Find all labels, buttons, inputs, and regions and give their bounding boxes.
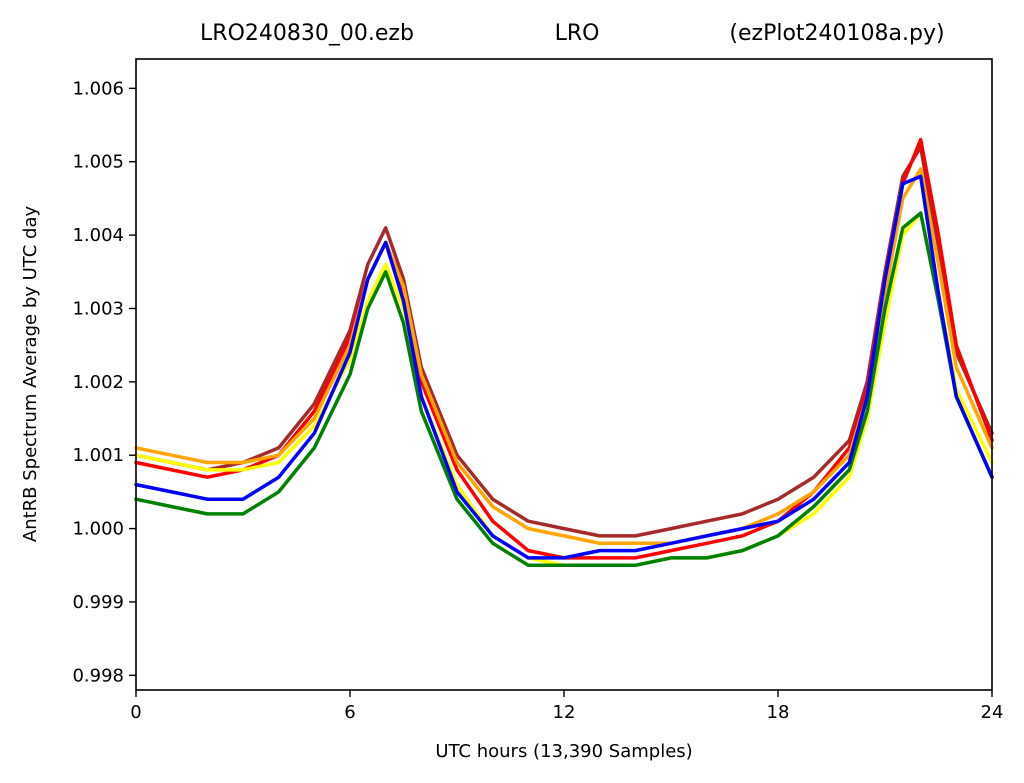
x-tick-label: 6	[344, 702, 355, 723]
x-axis-label: UTC hours (13,390 Samples)	[435, 741, 692, 762]
y-axis: 0.998 0.999 1.000 1.001 1.002 1.003 1.004 1.005…	[72, 78, 136, 686]
y-tick-label: 1.005	[72, 152, 124, 173]
y-axis-label: AntRB Spectrum Average by UTC day	[20, 206, 41, 543]
chart-title-right: (ezPlot240108a.py)	[729, 21, 944, 46]
series-line-3	[134, 167, 994, 546]
x-tick-label: 18	[767, 702, 790, 723]
y-tick-label: 1.002	[72, 372, 124, 393]
y-tick-label: 0.998	[72, 665, 124, 686]
chart-title-left: LRO240830_00.ezb	[200, 21, 414, 46]
series-line-5	[134, 211, 994, 568]
x-tick-label: 12	[553, 702, 576, 723]
y-tick-label: 1.001	[72, 445, 124, 466]
x-tick-label: 24	[981, 702, 1004, 723]
y-tick-label: 1.004	[72, 225, 124, 246]
y-tick-label: 1.000	[72, 519, 124, 540]
series-layer	[134, 137, 994, 568]
y-tick-label: 0.999	[72, 592, 124, 613]
x-tick-label: 0	[130, 702, 141, 723]
chart-title-center: LRO	[555, 21, 600, 46]
series-line-6	[134, 174, 994, 560]
x-axis: 0 6 12 18 24	[130, 690, 1003, 723]
y-tick-label: 1.006	[72, 78, 124, 99]
y-tick-label: 1.003	[72, 298, 124, 319]
